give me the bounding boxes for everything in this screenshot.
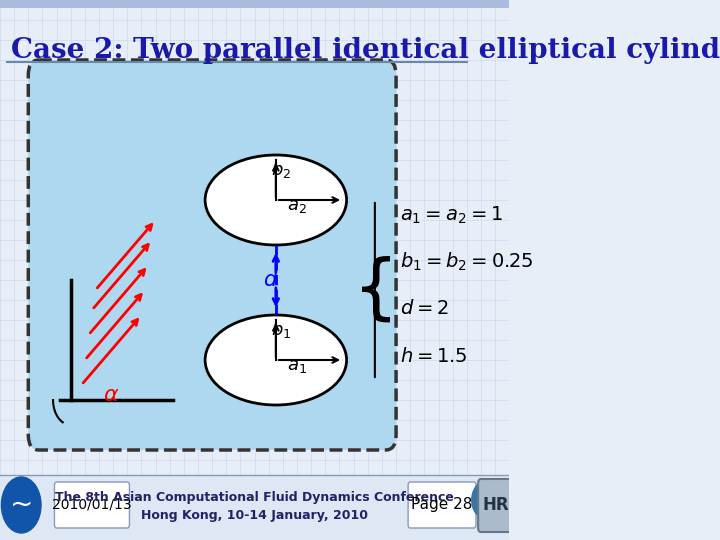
Text: $a_1$: $a_1$: [287, 357, 307, 375]
Text: $a_1 = a_2 = 1$: $a_1 = a_2 = 1$: [400, 204, 503, 226]
Text: $d = 2$: $d = 2$: [400, 300, 449, 319]
Circle shape: [485, 500, 505, 530]
Text: Page 28: Page 28: [411, 497, 473, 512]
Text: $\alpha$: $\alpha$: [102, 385, 119, 405]
Text: $d$: $d$: [263, 270, 279, 290]
Text: $b_1 = b_2 = 0.25$: $b_1 = b_2 = 0.25$: [400, 251, 534, 273]
Text: $b_1$: $b_1$: [271, 319, 292, 340]
Text: $h = 1.5$: $h = 1.5$: [400, 347, 467, 366]
Text: HR: HR: [482, 496, 509, 514]
Text: $\{$: $\{$: [352, 255, 391, 325]
Text: 2010/01/13: 2010/01/13: [52, 498, 132, 512]
FancyBboxPatch shape: [408, 482, 476, 528]
Text: Hong Kong, 10-14 January, 2010: Hong Kong, 10-14 January, 2010: [141, 509, 368, 522]
FancyBboxPatch shape: [0, 0, 509, 8]
Text: Case 2: Two parallel identical elliptical cylinders: Case 2: Two parallel identical elliptica…: [11, 37, 720, 64]
Text: $a_2$: $a_2$: [287, 197, 307, 215]
Text: ~: ~: [9, 491, 33, 519]
Text: The 8th Asian Computational Fluid Dynamics Conference: The 8th Asian Computational Fluid Dynami…: [55, 491, 454, 504]
Circle shape: [472, 482, 498, 518]
Text: $b_2$: $b_2$: [271, 159, 292, 180]
Ellipse shape: [205, 315, 346, 405]
FancyBboxPatch shape: [0, 475, 509, 540]
FancyBboxPatch shape: [478, 479, 513, 532]
FancyBboxPatch shape: [28, 60, 396, 450]
FancyBboxPatch shape: [55, 482, 130, 528]
Ellipse shape: [205, 155, 346, 245]
Circle shape: [1, 477, 41, 533]
